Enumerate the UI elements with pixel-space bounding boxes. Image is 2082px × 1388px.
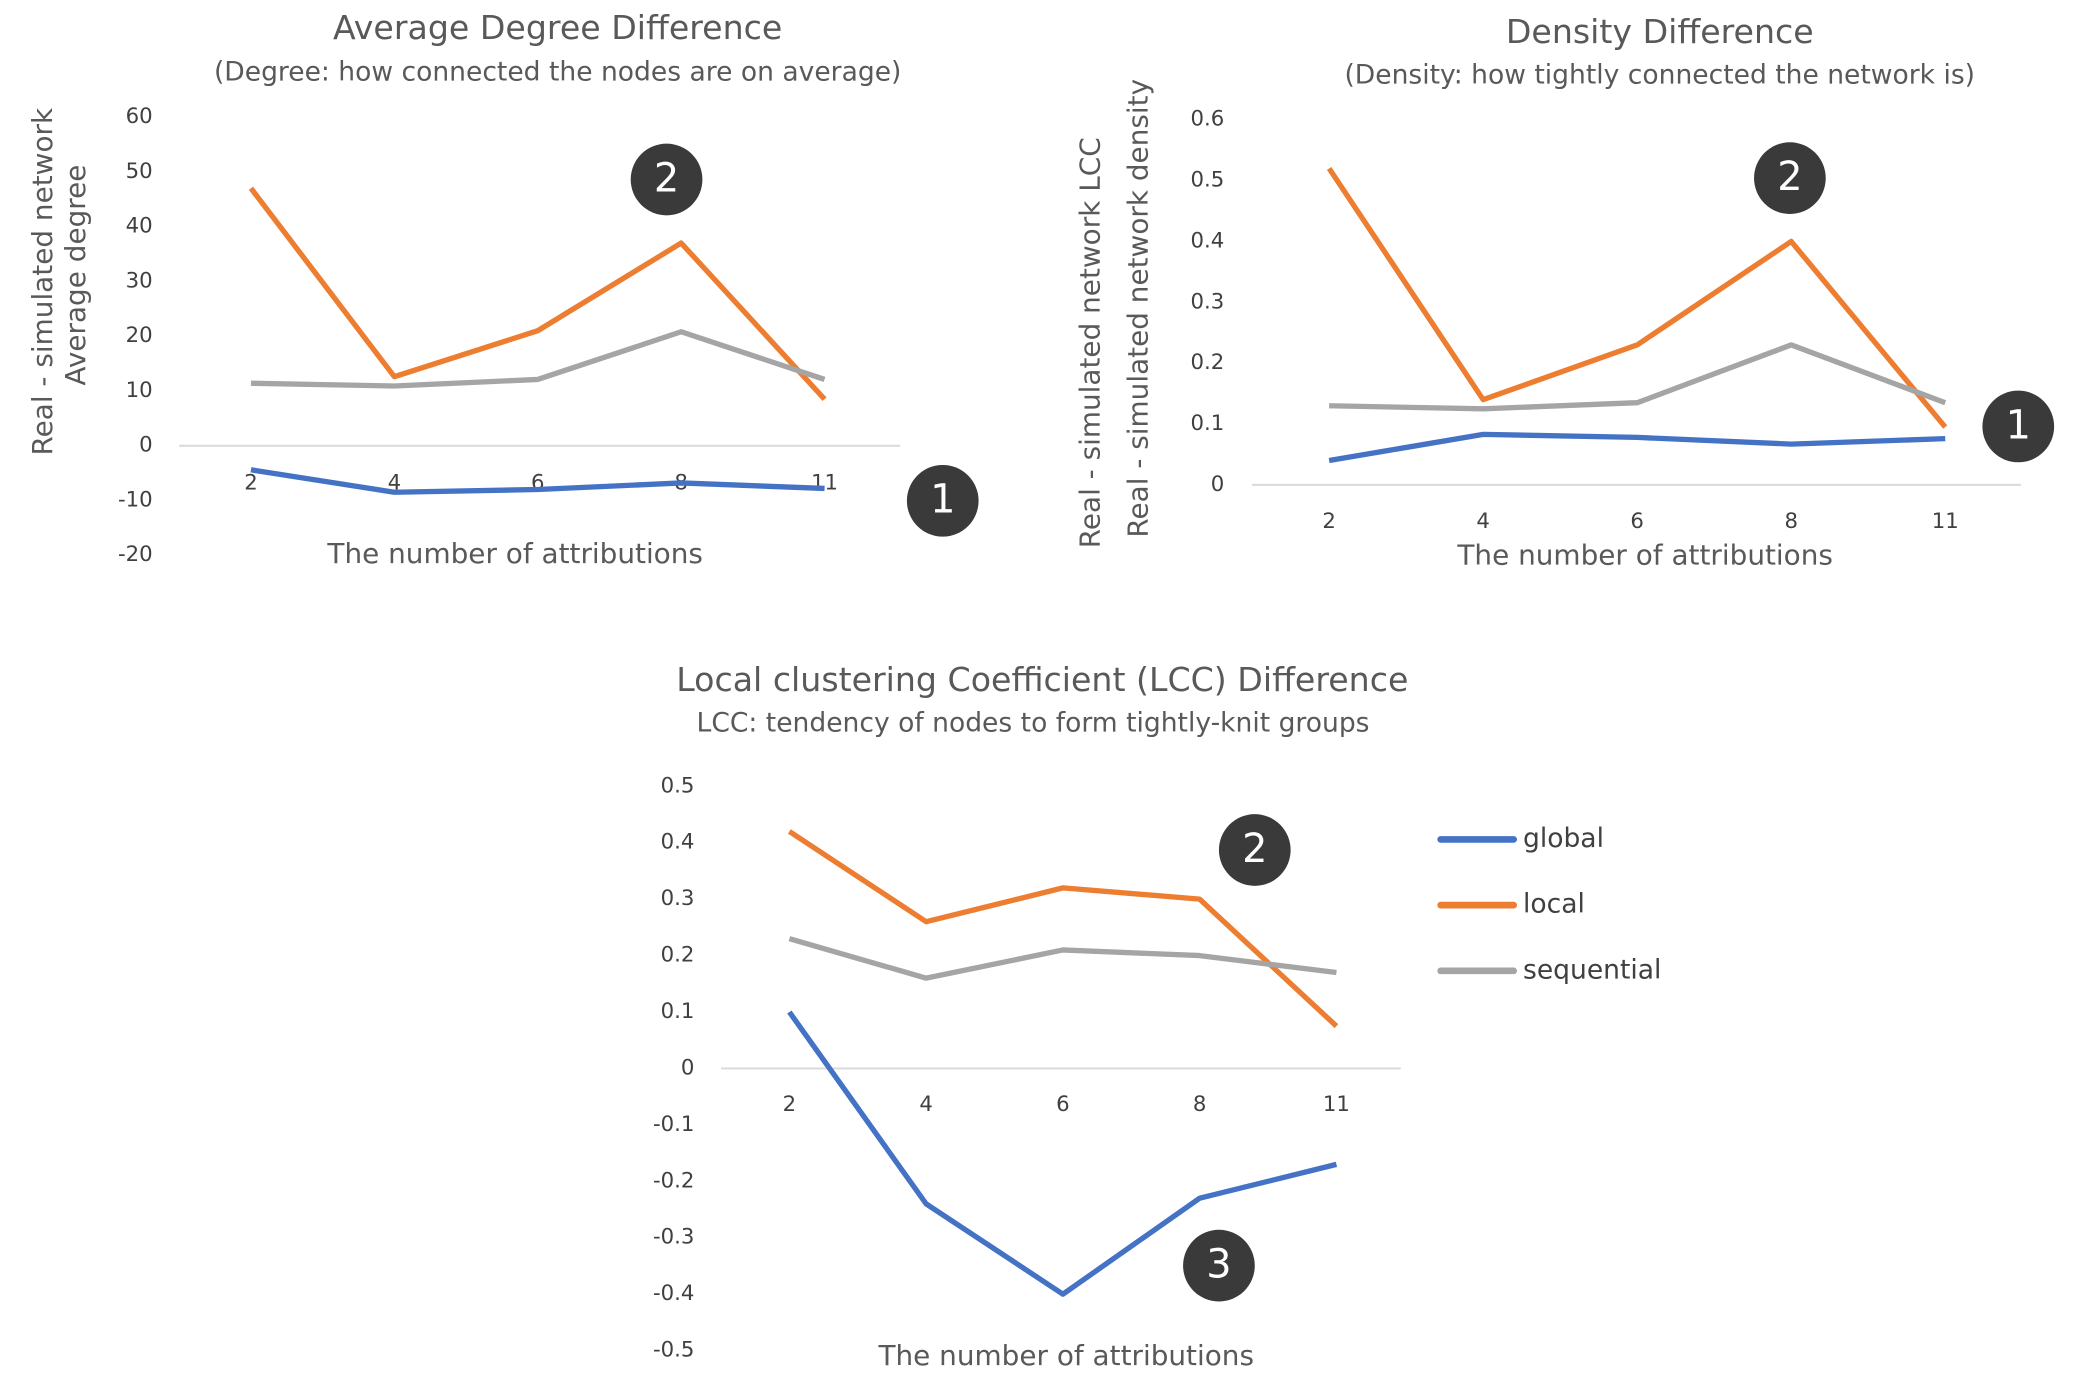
y-tick-label: 0.2 <box>661 943 695 968</box>
y-tick-label: 0.1 <box>661 999 695 1024</box>
x-axis-label: The number of attributions <box>877 1339 1254 1372</box>
y-tick-label: 0.3 <box>661 886 695 911</box>
x-tick-label: 8 <box>1193 1092 1207 1117</box>
chart-subtitle: (Density: how tightly connected the netw… <box>1344 59 1975 90</box>
x-tick-label: 4 <box>1476 509 1490 534</box>
series-line <box>788 936 1337 981</box>
annotation-label: 1 <box>930 477 955 523</box>
y-tick-label: -20 <box>118 542 153 567</box>
x-tick-label: 2 <box>783 1092 797 1117</box>
legend-label: global <box>1523 823 1604 854</box>
y-tick-label: 0.4 <box>661 830 695 855</box>
y-tick-label: 0.2 <box>1190 350 1224 375</box>
annotation-label: 2 <box>1777 154 1802 200</box>
series-line <box>1328 431 1946 464</box>
series-line <box>1329 342 1947 412</box>
x-tick-label: 2 <box>1322 509 1336 534</box>
y-tick-label: 0.5 <box>1190 168 1224 193</box>
y-axis-label: Average degree <box>59 165 92 386</box>
x-axis-label: The number of attributions <box>326 537 703 570</box>
annotation-badge <box>1754 142 1826 214</box>
y-axis-label: Real - simulated network LCC <box>1073 137 1106 548</box>
y-tick-label: 20 <box>126 323 153 348</box>
y-tick-label: 0.3 <box>1190 289 1224 314</box>
y-tick-label: 0.6 <box>1190 107 1224 132</box>
chart-title: Average Degree Difference <box>333 8 782 47</box>
series-line <box>787 829 1339 1029</box>
y-tick-label: -0.3 <box>653 1225 694 1250</box>
annotation-label: 2 <box>1242 826 1267 872</box>
y-tick-label: 10 <box>126 378 153 403</box>
series-line <box>1326 166 1948 429</box>
y-tick-label: 0 <box>139 433 153 458</box>
y-tick-label: 0 <box>681 1055 695 1080</box>
legend-label: sequential <box>1523 954 1661 985</box>
legend-label: local <box>1523 889 1585 920</box>
y-tick-label: 0.4 <box>1190 228 1224 253</box>
y-tick-label: 40 <box>126 214 153 239</box>
y-axis-label: Real - simulated network density <box>1121 79 1154 538</box>
annotation-label: 3 <box>1206 1241 1231 1287</box>
y-tick-label: 50 <box>126 159 153 184</box>
y-tick-label: -0.2 <box>653 1168 694 1193</box>
chart-subtitle: (Degree: how connected the nodes are on … <box>214 57 901 88</box>
x-tick-label: 2 <box>244 471 258 496</box>
annotation-badge <box>1218 814 1291 886</box>
series-line <box>787 1010 1338 1297</box>
y-tick-label: 0 <box>1211 472 1225 497</box>
x-axis-label: The number of attributions <box>1456 539 1833 572</box>
x-tick-label: 6 <box>1056 1092 1070 1117</box>
x-tick-label: 11 <box>811 471 838 496</box>
y-tick-label: -0.4 <box>653 1281 694 1306</box>
x-tick-label: 8 <box>1784 509 1798 534</box>
y-tick-label: -0.5 <box>653 1338 694 1363</box>
series-line <box>250 329 826 389</box>
x-tick-label: 11 <box>1323 1092 1350 1117</box>
y-tick-label: 30 <box>126 268 153 293</box>
series-line <box>248 186 827 401</box>
y-tick-label: -0.1 <box>653 1112 694 1137</box>
chart-subtitle: LCC: tendency of nodes to form tightly-k… <box>697 707 1370 738</box>
chart-title: Density Difference <box>1506 12 1814 51</box>
series-line <box>250 467 825 495</box>
y-tick-label: -10 <box>118 487 153 512</box>
y-tick-label: 60 <box>126 104 153 129</box>
x-tick-label: 4 <box>919 1092 933 1117</box>
annotation-badge <box>1183 1229 1255 1302</box>
x-tick-label: 11 <box>1932 509 1959 534</box>
annotation-badge <box>906 464 979 537</box>
y-tick-label: 0.5 <box>661 773 695 798</box>
chart-title: Local clustering Coefficient (LCC) Diffe… <box>676 660 1408 699</box>
y-axis-label: Real - simulated network <box>26 107 59 455</box>
y-tick-label: 0.1 <box>1190 411 1224 436</box>
annotation-badge <box>1982 390 2055 463</box>
annotation-badge <box>630 143 703 216</box>
x-tick-label: 6 <box>1630 509 1644 534</box>
annotation-label: 2 <box>654 155 679 201</box>
annotation-label: 1 <box>2006 402 2031 448</box>
